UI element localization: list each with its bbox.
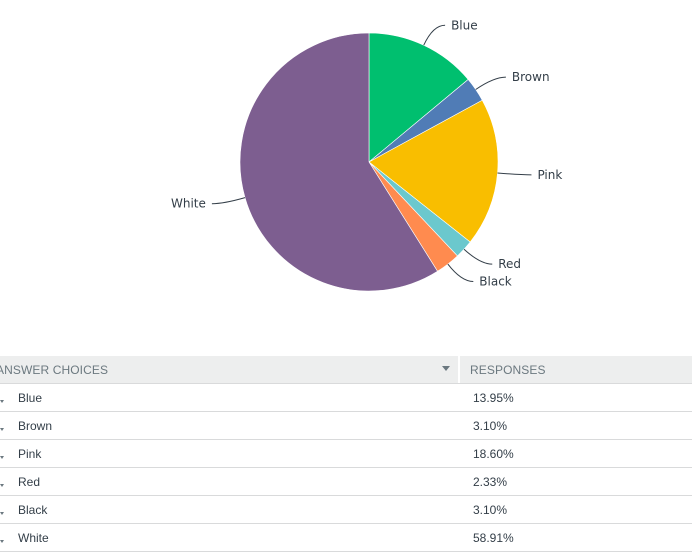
row-response-value: 3.10% <box>473 418 508 433</box>
slice-label: White <box>171 197 206 211</box>
row-choice-label: Black <box>18 502 48 517</box>
caret-down-icon[interactable] <box>0 399 4 403</box>
table-row[interactable]: Brown 3.10% <box>0 412 692 440</box>
table-row[interactable]: Blue 13.95% <box>0 384 692 412</box>
slice-label: Red <box>498 257 521 271</box>
slice-label: Blue <box>451 18 478 32</box>
caret-down-icon[interactable] <box>0 511 4 515</box>
leader-line <box>211 197 246 205</box>
table-row[interactable]: White 58.91% <box>0 524 692 552</box>
row-response-value: 58.91% <box>473 530 514 545</box>
leader-line <box>463 248 493 265</box>
header-responses-label: Responses <box>470 362 546 377</box>
row-choice: White <box>0 531 464 545</box>
responses-table: Answer Choices Responses Blue 13.95% Brown… <box>0 356 692 552</box>
leader-line <box>447 263 474 283</box>
table-row[interactable]: Black 3.10% <box>0 496 692 524</box>
row-choice-label: Red <box>18 474 41 489</box>
pie-chart: Blue Brown Pink Red Black White <box>171 18 562 292</box>
column-divider <box>458 356 460 383</box>
pie-slice-white[interactable] <box>239 32 438 292</box>
header-responses[interactable]: Responses <box>460 356 546 383</box>
caret-down-icon[interactable] <box>0 455 4 459</box>
table-row[interactable]: Red 2.33% <box>0 468 692 496</box>
row-response-value: 18.60% <box>473 446 514 461</box>
header-answer-choices[interactable]: Answer Choices <box>0 356 458 383</box>
table-row[interactable]: Pink 18.60% <box>0 440 692 468</box>
header-answer-choices-label: Answer Choices <box>0 362 109 377</box>
slice-label: Brown <box>512 70 550 84</box>
caret-down-icon[interactable] <box>0 483 4 487</box>
row-choice-label: Blue <box>18 390 43 405</box>
row-response-value: 3.10% <box>473 502 508 517</box>
caret-down-icon[interactable] <box>0 427 4 431</box>
slice-label: Pink <box>537 168 562 182</box>
caret-down-icon[interactable] <box>0 539 4 543</box>
row-choice: Black <box>0 503 464 517</box>
row-choice-label: Pink <box>18 446 42 461</box>
row-response-value: 13.95% <box>473 390 514 405</box>
row-choice: Pink <box>0 447 464 461</box>
slice-label: Black <box>479 275 512 289</box>
row-choice: Red <box>0 475 464 489</box>
row-choice: Blue <box>0 391 464 405</box>
leader-line <box>497 172 532 176</box>
leader-line <box>423 24 446 46</box>
sort-down-icon[interactable] <box>442 366 450 371</box>
row-choice: Brown <box>0 419 464 433</box>
table-header: Answer Choices Responses <box>0 356 692 384</box>
leader-line <box>475 76 506 90</box>
row-choice-label: Brown <box>18 418 53 433</box>
row-response-value: 2.33% <box>473 474 508 489</box>
row-choice-label: White <box>18 530 49 545</box>
